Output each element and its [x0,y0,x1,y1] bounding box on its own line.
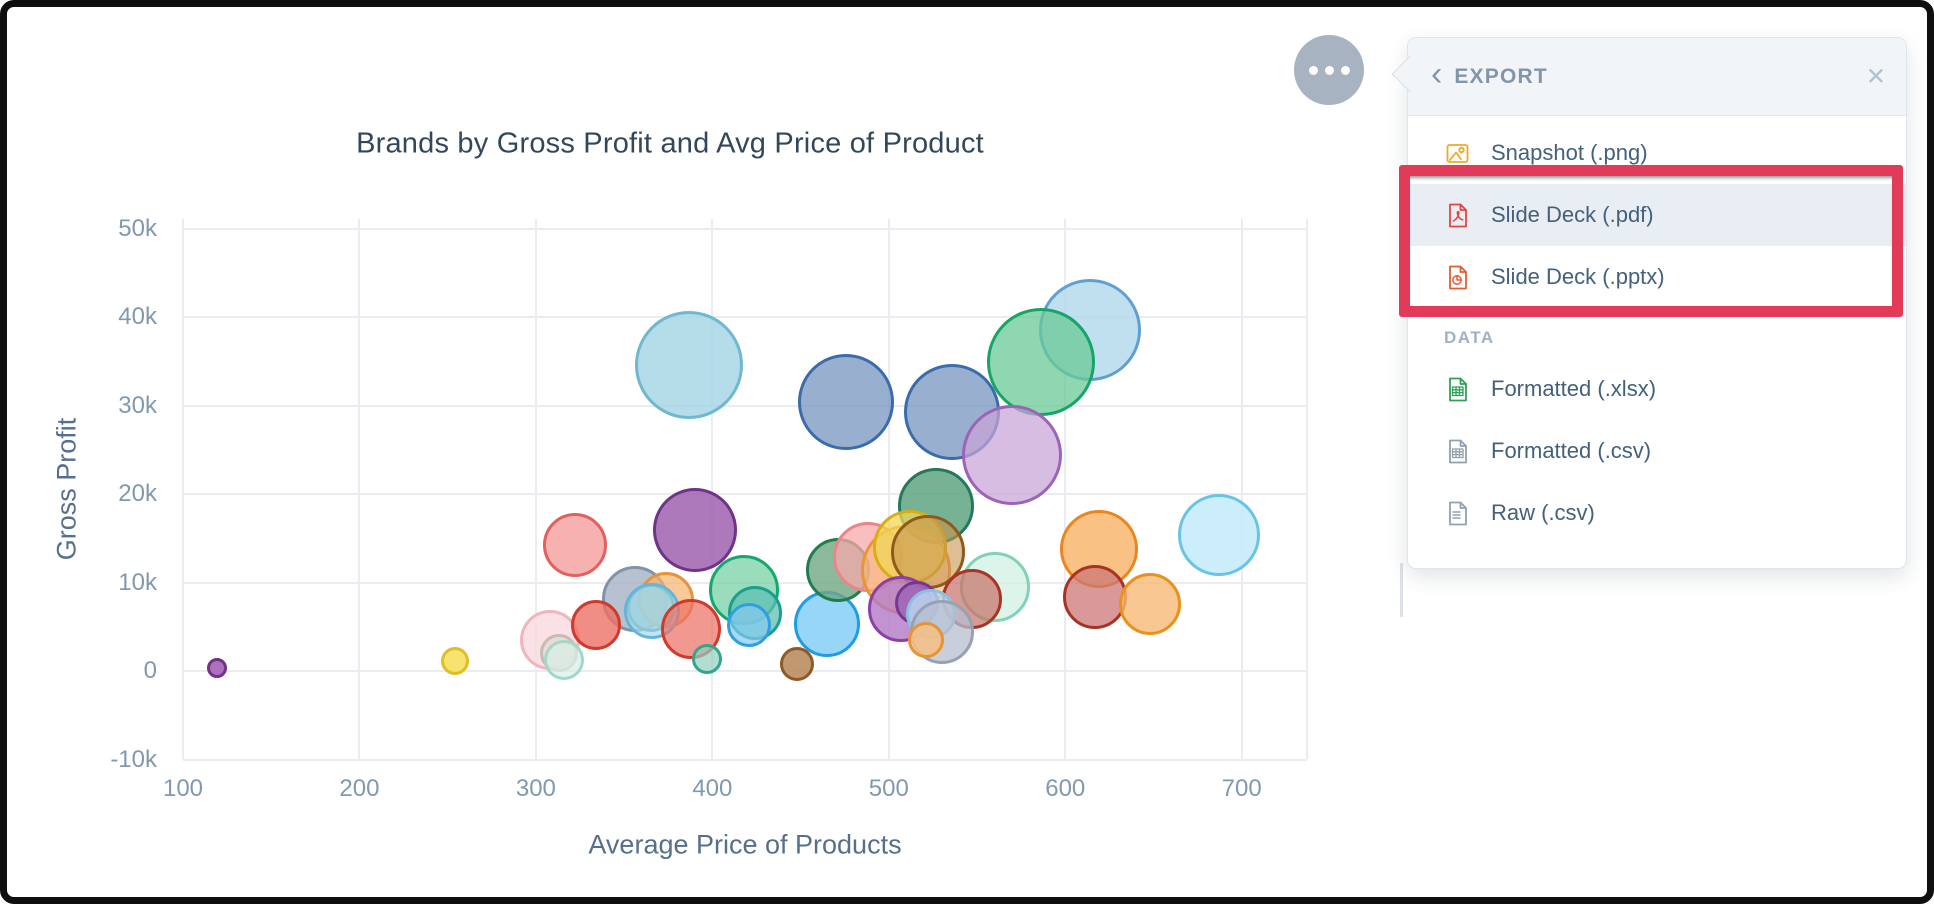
menu-item-label: Snapshot (.png) [1491,140,1648,165]
image-icon [1444,140,1471,167]
plot-right-border [1306,219,1308,759]
y-tick-label: 20k [118,480,157,507]
x-tick-label: 100 [162,775,204,802]
chart-bubble[interactable] [1118,572,1181,635]
chart-bubble[interactable] [1063,564,1128,629]
y-tick-label: 10k [118,568,157,596]
xlsx-file-icon [1444,376,1471,403]
y-gridline [183,316,1307,318]
chart-bubble[interactable] [692,643,723,674]
csv-file-icon [1444,438,1471,465]
x-gridline [711,219,714,759]
chart-bubble[interactable] [798,353,895,450]
x-tick-label: 400 [692,775,733,802]
chart-bubble[interactable] [652,488,737,573]
x-gridline [1064,219,1067,759]
menu-item-label: Formatted (.csv) [1491,438,1652,463]
export-menu-panel: ‹ EXPORT ✕ Snapshot (.png) [1407,37,1907,569]
chart-bubble[interactable] [962,405,1063,506]
menu-item-label: Slide Deck (.pdf) [1491,202,1654,227]
data-section-label: DATA [1444,328,1495,347]
ellipsis-icon [1308,65,1350,75]
x-tick-label: 600 [1045,775,1086,802]
back-chevron-icon[interactable]: ‹ [1431,54,1443,93]
chart-bubble[interactable] [907,622,944,659]
menu-item-snapshot-png[interactable]: Snapshot (.png) [1408,122,1906,184]
chart-bubble[interactable] [780,646,815,681]
chart-bubble[interactable] [542,513,607,578]
close-icon[interactable]: ✕ [1865,63,1886,90]
raw-file-icon [1444,500,1471,527]
x-tick-label: 500 [868,775,909,802]
x-gridline [887,219,890,759]
x-gridline [358,219,361,759]
chart-bubble[interactable] [635,310,744,419]
x-tick-label: 300 [515,775,556,802]
x-gridline [182,219,184,759]
y-gridline [183,758,1307,761]
y-tick-label: 50k [118,214,157,242]
y-gridline [183,670,1307,672]
chart-bubble[interactable] [206,658,227,679]
export-menu-list: Snapshot (.png) Slide Deck (.pdf) [1408,116,1906,544]
menu-item-slide-deck-pptx[interactable]: Slide Deck (.pptx) [1408,246,1906,308]
chart-bubble[interactable] [794,591,861,658]
x-gridline [1240,219,1243,759]
x-gridline [534,219,537,759]
y-gridline [183,227,1307,230]
menu-item-raw-csv[interactable]: Raw (.csv) [1408,482,1906,544]
menu-item-slide-deck-pdf[interactable]: Slide Deck (.pdf) [1408,184,1906,246]
chart-bubble[interactable] [727,602,772,647]
menu-item-formatted-xlsx[interactable]: Formatted (.xlsx) [1408,358,1906,420]
y-tick-label: 0 [143,657,157,684]
y-tick-label: -10k [110,745,157,773]
y-gridline [183,404,1307,407]
x-tick-label: 200 [339,775,380,802]
menu-item-formatted-csv[interactable]: Formatted (.csv) [1408,420,1906,482]
y-gridline [183,493,1307,495]
pptx-file-icon [1444,264,1471,291]
menu-item-label: Raw (.csv) [1491,500,1595,525]
chart-title: Brands by Gross Profit and Avg Price of … [356,127,984,160]
export-menu-title: EXPORT [1454,64,1548,88]
menu-item-label: Slide Deck (.pptx) [1491,264,1665,289]
pdf-file-icon [1444,202,1471,229]
more-options-button[interactable] [1294,35,1364,105]
chart-bubble[interactable] [986,308,1095,417]
panel-shadow-edge [1400,563,1403,617]
chart-bubble[interactable] [570,599,621,650]
chart-bubble[interactable] [544,640,585,681]
export-menu-header: ‹ EXPORT ✕ [1408,38,1906,116]
x-tick-label: 700 [1221,775,1262,802]
y-tick-label: 30k [118,391,157,419]
x-axis-label: Average Price of Products [588,829,902,860]
y-tick-label: 40k [118,303,157,330]
chart-bubble[interactable] [440,647,469,676]
menu-item-label: Formatted (.xlsx) [1491,376,1657,401]
chart-bubble[interactable] [1177,493,1260,576]
